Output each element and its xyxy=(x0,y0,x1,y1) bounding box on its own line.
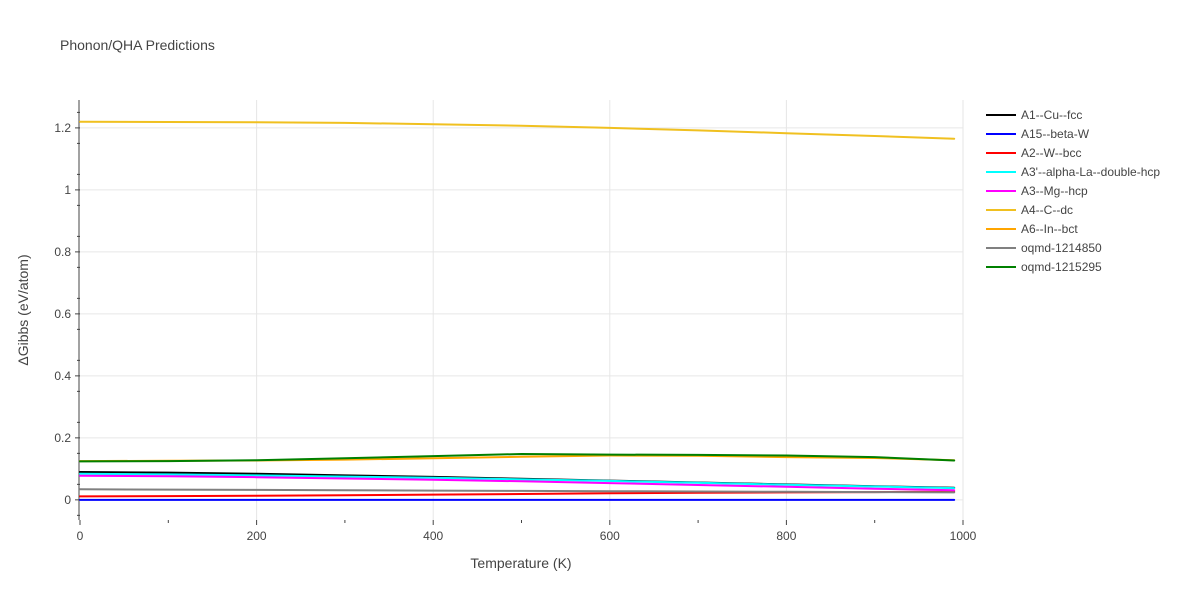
y-tick-labels: 0 0.2 0.4 0.6 0.8 1 1.2 xyxy=(54,121,71,507)
x-tick-label: 200 xyxy=(247,529,267,543)
chart-title: Phonon/QHA Predictions xyxy=(60,37,215,53)
legend-label: A6--In--bct xyxy=(1021,222,1078,236)
legend-label: A3'--alpha-La--double-hcp xyxy=(1021,165,1160,179)
x-tick-label: 0 xyxy=(77,529,84,543)
x-tick-label: 1000 xyxy=(950,529,977,543)
legend-item[interactable]: oqmd-1215295 xyxy=(986,260,1102,274)
legend-item[interactable]: A3--Mg--hcp xyxy=(986,184,1088,198)
y-tick-label: 1.2 xyxy=(54,121,71,135)
legend-item[interactable]: A4--C--dc xyxy=(986,203,1073,217)
legend-label: A15--beta-W xyxy=(1021,127,1090,141)
legend-label: oqmd-1214850 xyxy=(1021,241,1102,255)
legend-label: A3--Mg--hcp xyxy=(1021,184,1088,198)
series-line-oqmd-1214850[interactable] xyxy=(79,488,956,494)
series-line-a3-mg-hcp[interactable] xyxy=(79,474,956,492)
legend-item[interactable]: A15--beta-W xyxy=(986,127,1090,141)
legend-item[interactable]: A6--In--bct xyxy=(986,222,1078,236)
y-tick-label: 0 xyxy=(64,493,71,507)
series-line-a4-c-dc[interactable] xyxy=(79,120,956,140)
y-tick-label: 0.8 xyxy=(54,245,71,259)
y-tick-label: 0.4 xyxy=(54,369,71,383)
x-tick-labels: 0 200 400 600 800 1000 xyxy=(77,529,977,543)
series-lines xyxy=(79,120,956,501)
legend-label: oqmd-1215295 xyxy=(1021,260,1102,274)
legend-item[interactable]: A2--W--bcc xyxy=(986,146,1081,160)
series-line-oqmd-1215295[interactable] xyxy=(79,453,956,463)
y-tick-label: 0.6 xyxy=(54,307,71,321)
x-tick-label: 600 xyxy=(600,529,620,543)
legend-label: A2--W--bcc xyxy=(1021,146,1081,160)
axes xyxy=(75,100,964,525)
legend-item[interactable]: oqmd-1214850 xyxy=(986,241,1102,255)
legend-item[interactable]: A3'--alpha-La--double-hcp xyxy=(986,165,1160,179)
legend-label: A4--C--dc xyxy=(1021,203,1073,217)
x-tick-label: 400 xyxy=(423,529,443,543)
y-tick-label: 1 xyxy=(64,183,71,197)
series-line-a3-alpha-la-double-hcp[interactable] xyxy=(79,472,956,490)
legend-label: A1--Cu--fcc xyxy=(1021,108,1082,122)
y-tick-label: 0.2 xyxy=(54,431,71,445)
y-axis-title: ΔGibbs (eV/atom) xyxy=(15,254,31,365)
x-tick-label: 800 xyxy=(776,529,796,543)
legend-item[interactable]: A1--Cu--fcc xyxy=(986,108,1082,122)
legend: A1--Cu--fcc A15--beta-W A2--W--bcc A3'--alp… xyxy=(986,108,1160,274)
x-axis-title: Temperature (K) xyxy=(470,555,571,571)
